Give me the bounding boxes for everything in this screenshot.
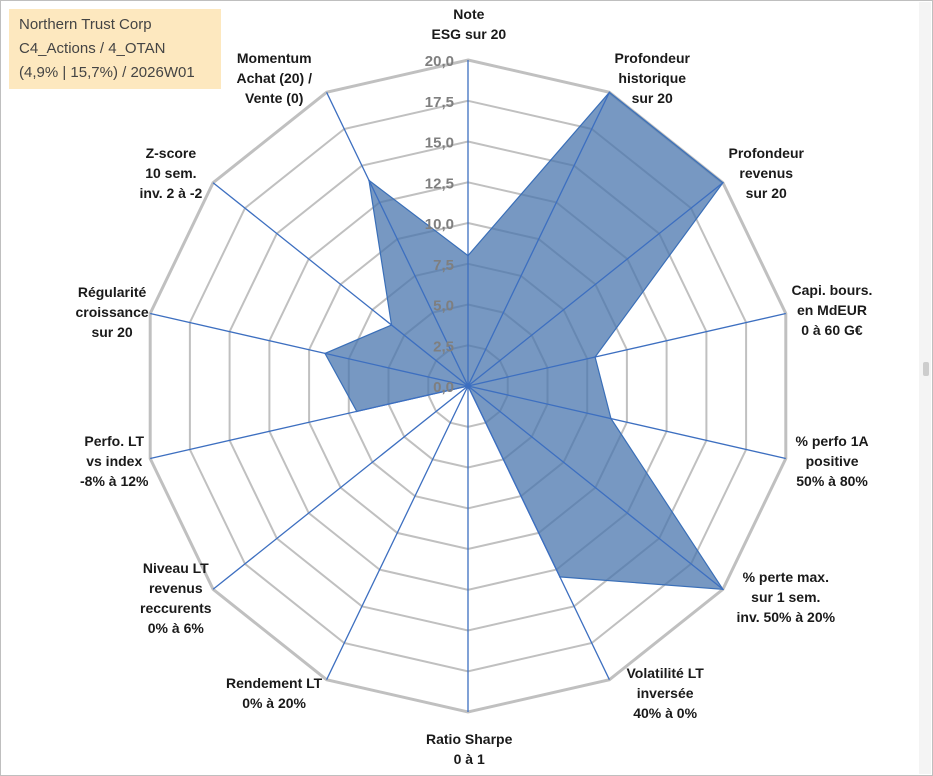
axis-label: Rendement LT 0% à 20% bbox=[226, 673, 322, 713]
spoke-line bbox=[467, 385, 610, 680]
axis-label-line: historique bbox=[618, 70, 687, 86]
axis-label: Momentum Achat (20) / Vente (0) bbox=[237, 48, 312, 108]
axis-label-line: Z-score bbox=[145, 145, 197, 161]
axis-label: Z-score 10 sem. inv. 2 à -2 bbox=[140, 143, 203, 203]
axis-label-line: Note bbox=[453, 6, 485, 22]
spoke-line bbox=[467, 312, 786, 387]
radar-spokes bbox=[150, 60, 786, 712]
axis-label-line: 0 à 1 bbox=[453, 751, 485, 767]
axis-label-line: 0% à 20% bbox=[242, 695, 307, 711]
axis-label-line: inv. 50% à 20% bbox=[736, 609, 836, 625]
axis-label-line: 0% à 6% bbox=[147, 620, 204, 636]
axis-label-line: Ratio Sharpe bbox=[426, 731, 513, 747]
tick-label: 17,5 bbox=[425, 94, 454, 111]
axis-label-line: sur 20 bbox=[631, 90, 673, 106]
axis-label-line: 0 à 60 G€ bbox=[801, 322, 863, 338]
axis-label: Note ESG sur 20 bbox=[432, 4, 507, 44]
axis-label-line: Vente (0) bbox=[245, 90, 304, 106]
axis-label-line: Achat (20) / bbox=[236, 70, 312, 86]
axis-label-line: revenus bbox=[739, 165, 794, 181]
axis-label-line: % perfo 1A bbox=[795, 433, 869, 449]
axis-label-line: ESG sur 20 bbox=[431, 26, 507, 42]
axis-label-line: Niveau LT bbox=[142, 560, 209, 576]
axis-label: Profondeur historique sur 20 bbox=[615, 48, 690, 108]
tick-label: 15,0 bbox=[425, 135, 454, 152]
spoke-line bbox=[150, 312, 469, 387]
axis-label-line: Capi. bours. bbox=[791, 282, 873, 298]
tick-label: 5,0 bbox=[433, 298, 454, 315]
axis-label-line: vs index bbox=[86, 453, 143, 469]
spoke-line bbox=[467, 92, 610, 387]
axis-label-line: Profondeur bbox=[614, 50, 690, 66]
axis-label-line: revenus bbox=[148, 580, 203, 596]
axis-label-line: inversée bbox=[636, 685, 694, 701]
spoke-line bbox=[467, 182, 724, 387]
axis-label-line: Perfo. LT bbox=[84, 433, 145, 449]
axis-label-line: 10 sem. bbox=[145, 165, 197, 181]
axis-label: Ratio Sharpe 0 à 1 bbox=[426, 729, 512, 769]
spoke-line bbox=[467, 385, 786, 460]
axis-label-line: Rendement LT bbox=[226, 675, 323, 691]
axis-label-line: inv. 2 à -2 bbox=[139, 185, 203, 201]
chart-title-box: Northern Trust Corp C4_Actions / 4_OTAN … bbox=[9, 9, 221, 89]
axis-label-line: Profondeur bbox=[728, 145, 804, 161]
axis-label-line: reccurents bbox=[140, 600, 212, 616]
axis-label: Niveau LT revenus reccurents 0% à 6% bbox=[140, 558, 212, 638]
tick-label: 7,5 bbox=[433, 257, 454, 274]
tick-label: 12,5 bbox=[425, 175, 454, 192]
axis-label: Régularité croissance sur 20 bbox=[76, 282, 149, 342]
axis-label-line: sur 20 bbox=[91, 324, 133, 340]
axis-label-line: sur 1 sem. bbox=[751, 589, 821, 605]
axis-label: Volatilité LT inversée 40% à 0% bbox=[627, 663, 704, 723]
spoke-line bbox=[212, 182, 469, 387]
tick-label: 10,0 bbox=[425, 216, 454, 233]
tick-label: 20,0 bbox=[425, 53, 454, 70]
spoke-line bbox=[326, 385, 469, 680]
axis-label: Profondeur revenus sur 20 bbox=[729, 143, 804, 203]
axis-label-line: croissance bbox=[75, 304, 149, 320]
tick-label: 2,5 bbox=[433, 338, 454, 355]
spoke-line bbox=[150, 385, 469, 460]
axis-label-line: -8% à 12% bbox=[80, 473, 149, 489]
axis-label-line: Régularité bbox=[77, 284, 147, 300]
axis-label-line: Volatilité LT bbox=[626, 665, 704, 681]
axis-label: % perfo 1A positive 50% à 80% bbox=[796, 431, 869, 491]
spoke-line bbox=[467, 385, 724, 590]
title-line-company: Northern Trust Corp bbox=[19, 16, 152, 33]
axis-label: % perte max. sur 1 sem. inv. 50% à 20% bbox=[737, 567, 836, 627]
axis-label-line: positive bbox=[805, 453, 859, 469]
axis-label: Capi. bours. en MdEUR 0 à 60 G€ bbox=[792, 280, 873, 340]
scrollbar-track[interactable] bbox=[919, 2, 931, 774]
axis-label-line: sur 20 bbox=[745, 185, 787, 201]
radial-tick-labels: 0,0 2,5 5,0 7,5 10,0 12,5 15,0 17,5 20,0 bbox=[425, 53, 454, 396]
axis-label: Perfo. LT vs index -8% à 12% bbox=[80, 431, 148, 491]
title-line-category: C4_Actions / 4_OTAN bbox=[19, 40, 166, 57]
axis-label-line: 40% à 0% bbox=[633, 705, 698, 721]
scrollbar-thumb[interactable] bbox=[923, 362, 929, 376]
axis-label-line: % perte max. bbox=[742, 569, 829, 585]
spoke-line bbox=[326, 92, 469, 387]
axis-label-line: Momentum bbox=[236, 50, 312, 66]
tick-label: 0,0 bbox=[433, 379, 454, 396]
axis-label-line: en MdEUR bbox=[796, 302, 867, 318]
spoke-line bbox=[212, 385, 469, 590]
title-line-range-week: (4,9% | 15,7%) / 2026W01 bbox=[19, 64, 195, 81]
axis-label-line: 50% à 80% bbox=[796, 473, 868, 489]
